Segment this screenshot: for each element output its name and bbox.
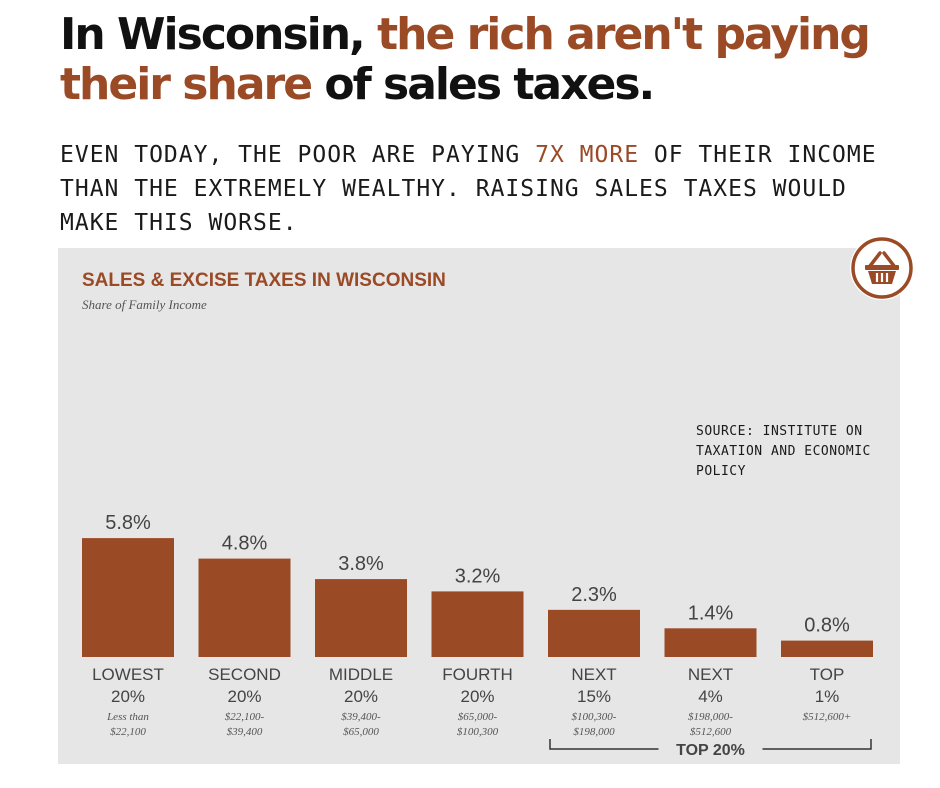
headline-accent: the rich aren't paying their share bbox=[60, 9, 871, 110]
income-range-label: $65,000 bbox=[343, 726, 379, 738]
category-share-label: 20% bbox=[344, 687, 378, 706]
category-label: NEXT bbox=[571, 665, 616, 684]
bar-value-label: 5.8% bbox=[105, 512, 151, 534]
category-label: MIDDLE bbox=[329, 665, 393, 684]
bar-value-label: 2.3% bbox=[571, 584, 617, 606]
category-share-label: 15% bbox=[577, 687, 611, 706]
group-bracket bbox=[549, 739, 872, 750]
bar-value-label: 0.8% bbox=[804, 615, 850, 637]
category-share-label: 4% bbox=[698, 687, 723, 706]
chart-subtitle: Share of Family Income bbox=[82, 297, 207, 312]
subhead-accent: 7X MORE bbox=[535, 142, 640, 168]
headline-part1: In Wisconsin, bbox=[60, 9, 378, 60]
income-range-label: Less than bbox=[106, 711, 149, 723]
income-range-label: $22,100 bbox=[110, 726, 146, 738]
subhead-part1: EVEN TODAY, THE POOR ARE PAYING bbox=[60, 142, 536, 168]
category-label: SECOND bbox=[208, 665, 281, 684]
category-share-label: 20% bbox=[460, 687, 494, 706]
category-label: NEXT bbox=[688, 665, 733, 684]
bar-value-label: 3.2% bbox=[455, 565, 501, 587]
income-range-label: $512,600 bbox=[690, 726, 732, 738]
bar bbox=[548, 609, 640, 657]
bar-value-label: 4.8% bbox=[222, 533, 268, 555]
income-range-label: $198,000 bbox=[573, 726, 615, 738]
income-range-label: $512,600+ bbox=[803, 711, 852, 723]
chart-panel bbox=[58, 248, 900, 764]
bar bbox=[431, 591, 524, 657]
income-range-label: $100,300- bbox=[572, 711, 617, 723]
shopping-basket-icon bbox=[850, 236, 914, 300]
category-label: TOP bbox=[810, 665, 845, 684]
category-share-label: 1% bbox=[815, 687, 840, 706]
chart-title: SALES & EXCISE TAXES IN WISCONSIN bbox=[82, 270, 446, 291]
headline: In Wisconsin, the rich aren't paying the… bbox=[60, 10, 920, 110]
category-label: FOURTH bbox=[442, 665, 513, 684]
bar bbox=[781, 640, 873, 657]
bar bbox=[664, 628, 757, 657]
income-range-label: $39,400- bbox=[341, 711, 381, 723]
bar bbox=[82, 538, 174, 657]
bar bbox=[315, 579, 407, 657]
category-share-label: 20% bbox=[111, 687, 145, 706]
subheadline: EVEN TODAY, THE POOR ARE PAYING 7X MORE … bbox=[60, 138, 920, 240]
category-label: LOWEST bbox=[92, 665, 164, 684]
bar-value-label: 1.4% bbox=[688, 602, 734, 624]
bar-value-label: 3.8% bbox=[338, 553, 384, 575]
income-range-label: $39,400 bbox=[227, 726, 263, 738]
group-label: TOP 20% bbox=[676, 742, 745, 759]
source-note: SOURCE: INSTITUTE ON TAXATION AND ECONOM… bbox=[696, 424, 871, 479]
income-range-label: $100,300 bbox=[457, 726, 499, 738]
income-range-label: $198,000- bbox=[688, 711, 733, 723]
bar bbox=[198, 558, 291, 657]
headline-part3: of sales taxes. bbox=[311, 59, 655, 110]
income-range-label: $65,000- bbox=[458, 711, 498, 723]
subhead-part3: OF THEIR INCOME THAN THE EXTREMELY WEALT… bbox=[60, 142, 877, 236]
category-share-label: 20% bbox=[227, 687, 261, 706]
income-range-label: $22,100- bbox=[225, 711, 265, 723]
